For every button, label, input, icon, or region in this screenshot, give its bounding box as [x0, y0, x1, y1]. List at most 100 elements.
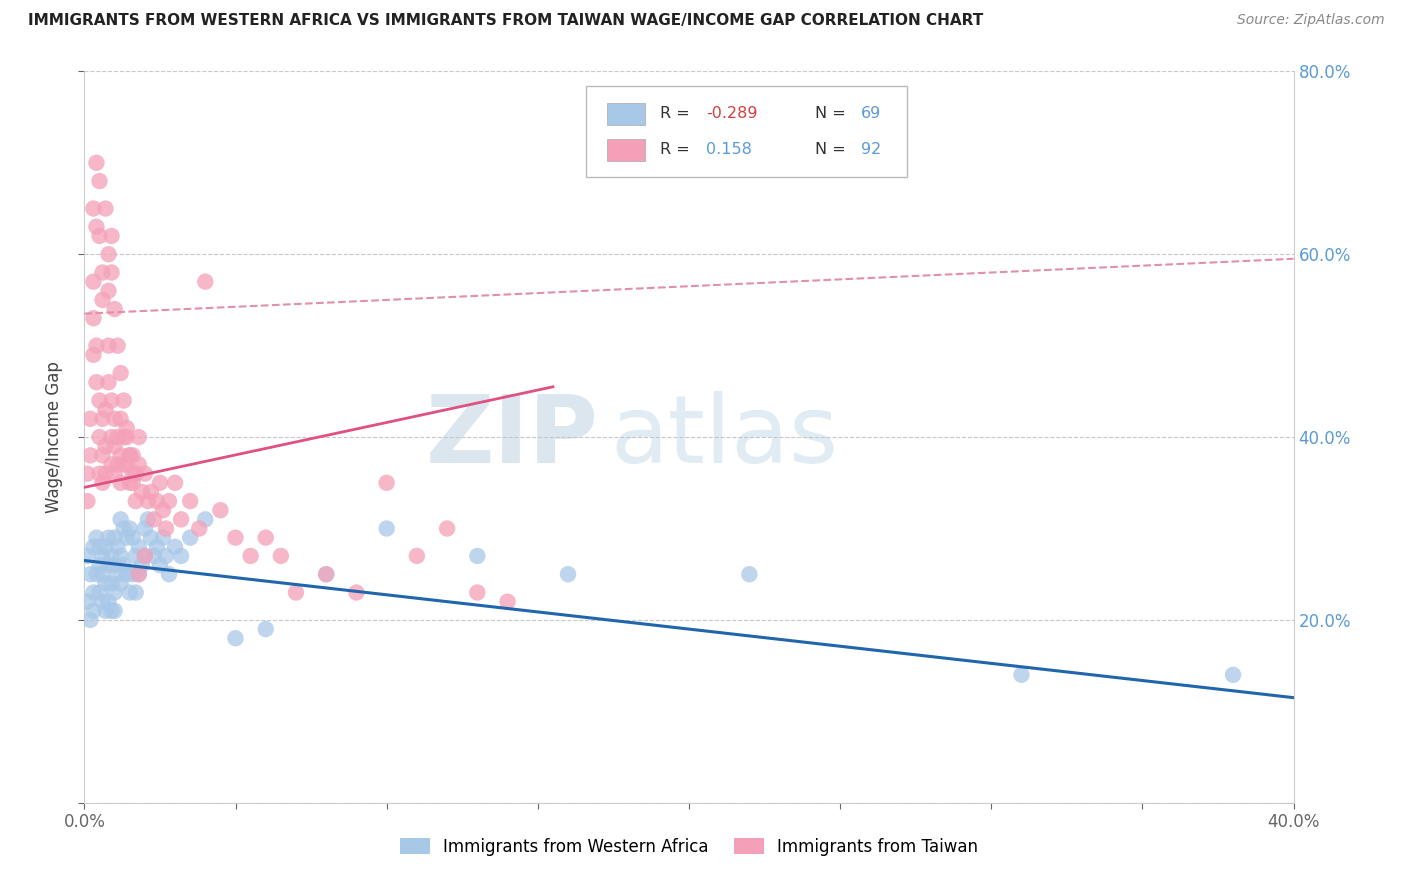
Bar [607, 138, 645, 161]
Point [97, 375, 120, 389]
Point [146, 494, 169, 508]
Point [375, 475, 398, 490]
Point [104, 531, 127, 545]
Point [86, 375, 108, 389]
Point [157, 567, 180, 582]
Point [128, 567, 150, 582]
Point [121, 531, 143, 545]
Point [285, 585, 308, 599]
Point [82, 585, 104, 599]
Point [346, 585, 368, 599]
Point [112, 558, 135, 573]
Point [112, 458, 135, 472]
Point [315, 567, 337, 582]
Text: R =: R = [659, 106, 695, 121]
Point [225, 531, 247, 545]
Point [79, 412, 101, 426]
Point [100, 266, 122, 280]
Point [89, 585, 111, 599]
Point [100, 549, 122, 563]
Point [110, 475, 132, 490]
Point [104, 585, 127, 599]
Point [118, 585, 141, 599]
Point [155, 521, 177, 535]
Point [165, 475, 187, 490]
Point [225, 632, 247, 646]
Text: N =: N = [814, 106, 851, 121]
Point [89, 229, 111, 244]
Point [94, 540, 117, 554]
Point [136, 512, 159, 526]
Point [467, 585, 489, 599]
Point [436, 521, 458, 535]
Point [121, 567, 143, 582]
Point [128, 567, 150, 582]
Point [134, 549, 156, 563]
Point [76, 594, 98, 608]
Point [134, 467, 156, 481]
Point [188, 521, 211, 535]
Point [104, 604, 127, 618]
Point [76, 549, 98, 563]
Point [97, 247, 120, 261]
Point [152, 503, 174, 517]
Point [79, 567, 101, 582]
Point [149, 475, 172, 490]
Point [118, 475, 141, 490]
Point [115, 567, 138, 582]
Point [89, 558, 111, 573]
Point [110, 576, 132, 591]
Point [170, 549, 193, 563]
Point [94, 439, 117, 453]
Point [91, 549, 114, 563]
Point [86, 567, 108, 582]
Point [79, 613, 101, 627]
Point [112, 393, 135, 408]
Point [89, 540, 111, 554]
Point [107, 338, 129, 352]
Text: 92: 92 [860, 142, 882, 157]
Point [118, 448, 141, 462]
Point [94, 604, 117, 618]
FancyBboxPatch shape [586, 86, 907, 178]
Text: 69: 69 [860, 106, 882, 121]
Point [110, 366, 132, 380]
Point [91, 412, 114, 426]
Point [115, 531, 138, 545]
Point [155, 549, 177, 563]
Point [94, 202, 117, 216]
Point [89, 467, 111, 481]
Point [406, 549, 429, 563]
Point [194, 512, 217, 526]
Point [97, 338, 120, 352]
Point [128, 430, 150, 444]
Point [104, 558, 127, 573]
Point [139, 485, 162, 500]
Point [375, 521, 398, 535]
Point [315, 567, 337, 582]
Point [107, 458, 129, 472]
Point [1222, 667, 1244, 681]
Point [152, 531, 174, 545]
Point [179, 531, 201, 545]
Point [82, 348, 104, 362]
Point [91, 567, 114, 582]
Text: -0.289: -0.289 [706, 106, 758, 121]
Point [121, 448, 143, 462]
Point [91, 475, 114, 490]
Text: Source: ZipAtlas.com: Source: ZipAtlas.com [1237, 13, 1385, 28]
Point [125, 467, 148, 481]
Point [89, 174, 111, 188]
Point [128, 540, 150, 554]
Point [82, 275, 104, 289]
Point [254, 531, 277, 545]
Point [104, 467, 127, 481]
Point [194, 275, 217, 289]
Point [86, 531, 108, 545]
Text: atlas: atlas [610, 391, 838, 483]
Point [110, 448, 132, 462]
Point [142, 512, 165, 526]
Point [134, 549, 156, 563]
Point [738, 567, 761, 582]
Bar [607, 103, 645, 125]
